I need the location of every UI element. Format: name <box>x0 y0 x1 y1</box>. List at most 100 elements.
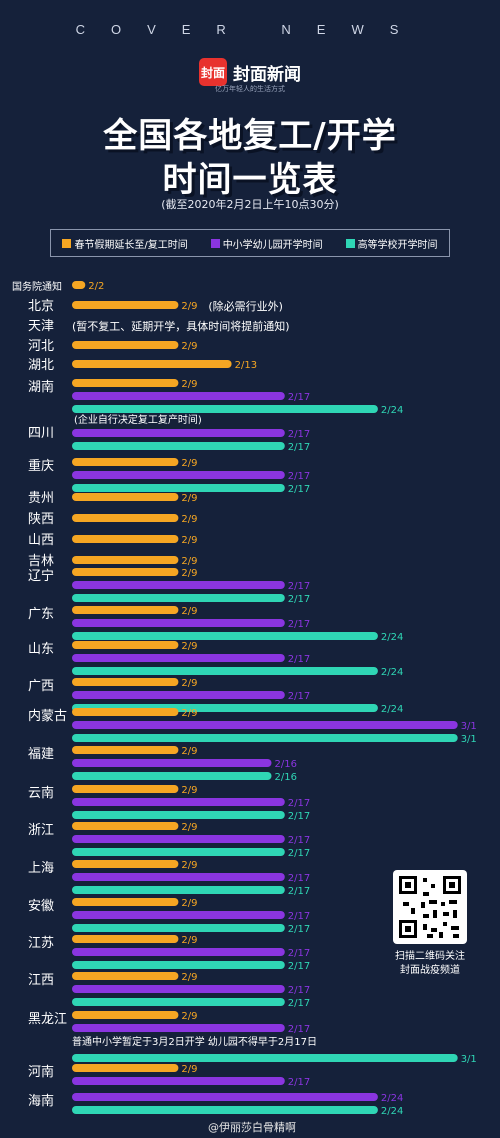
bar-school <box>72 835 285 843</box>
region-label: 广西 <box>28 679 54 694</box>
bar-school-label: 3/1 <box>461 721 477 732</box>
bar-school-label: 2/17 <box>288 873 310 884</box>
bar-college-label: 2/24 <box>381 704 403 715</box>
qr-caption-line2: 封面战疫频道 <box>400 965 460 976</box>
bar-school-label: 2/17 <box>288 835 310 846</box>
bar-school <box>72 619 285 627</box>
logo-mark: 封面 <box>199 58 227 86</box>
bar-college <box>72 811 285 819</box>
bar-school <box>72 691 285 699</box>
bar-college-label: 2/17 <box>288 442 310 453</box>
bar-school-label: 2/17 <box>288 985 310 996</box>
bar-college <box>72 484 285 492</box>
bar-school <box>72 1093 378 1101</box>
region-label: 天津 <box>28 319 54 334</box>
bar-school-label: 2/17 <box>288 911 310 922</box>
legend-swatch-college <box>345 238 355 248</box>
legend-label-school: 中小学幼儿园开学时间 <box>222 239 323 251</box>
qr-caption: 扫描二维码关注 封面战疫频道 <box>380 950 480 978</box>
bar-work <box>72 341 179 349</box>
bar-work <box>72 935 179 943</box>
legend-item-work: 春节假期延长至/复工时间 <box>62 236 188 251</box>
bar-work <box>72 860 179 868</box>
bar-work <box>72 972 179 980</box>
bar-work-label: 2/9 <box>181 822 197 833</box>
bar-work <box>72 746 179 754</box>
bar-work <box>72 379 179 387</box>
legend-label-college: 高等学校开学时间 <box>357 239 438 251</box>
region-label: 广东 <box>28 607 54 622</box>
bar-work <box>72 708 179 716</box>
bar-college-label: 2/24 <box>381 1106 403 1117</box>
region-note: 普通中小学暂定于3月2日开学 幼儿园不得早于2月17日 <box>72 1035 317 1048</box>
bar-work <box>72 822 179 830</box>
bar-school <box>72 798 285 806</box>
bar-work-label: 2/13 <box>235 360 257 371</box>
bar-college-label: 3/1 <box>461 1054 477 1065</box>
bar-work-label: 2/9 <box>181 746 197 757</box>
bar-college <box>72 594 285 602</box>
bar-work-label: 2/9 <box>181 341 197 352</box>
bar-college-label: 3/1 <box>461 734 477 745</box>
bar-school-label: 2/24 <box>381 1093 403 1104</box>
bar-college-label: 2/17 <box>288 924 310 935</box>
legend-swatch-work <box>62 238 72 248</box>
bar-college <box>72 632 378 640</box>
bar-school <box>72 1077 285 1085</box>
bar-school <box>72 429 285 437</box>
chart-legend: 春节假期延长至/复工时间 中小学幼儿园开学时间 高等学校开学时间 <box>50 229 450 257</box>
region-label: 国务院通知 <box>12 280 62 293</box>
region-label: 海南 <box>28 1093 54 1109</box>
bar-work-label: 2/9 <box>181 458 197 469</box>
bar-work-label: 2/9 <box>181 1064 197 1075</box>
qr-caption-line1: 扫描二维码关注 <box>395 951 465 962</box>
bar-work <box>72 898 179 906</box>
region-label: 云南 <box>28 785 54 801</box>
region-label: 辽宁 <box>28 568 54 584</box>
bar-school <box>72 1024 285 1032</box>
watermark: @伊丽莎白骨精啊 <box>208 1121 296 1134</box>
bar-school <box>72 581 285 589</box>
bar-work <box>72 493 179 501</box>
bar-college-label: 2/24 <box>381 667 403 678</box>
region-label: 湖北 <box>28 358 54 373</box>
bar-college-label: 2/17 <box>288 594 310 605</box>
region-label: 贵州 <box>28 491 54 506</box>
bar-school-label: 2/17 <box>288 948 310 959</box>
bar-college-label: 2/24 <box>381 632 403 643</box>
legend-item-school: 中小学幼儿园开学时间 <box>210 236 323 251</box>
region-label: 江苏 <box>28 935 54 951</box>
legend-label-work: 春节假期延长至/复工时间 <box>74 239 188 251</box>
region-label: 湖南 <box>28 379 54 395</box>
bar-work-label: 2/9 <box>181 568 197 579</box>
bar-college-label: 2/17 <box>288 998 310 1009</box>
bar-college-label: 2/17 <box>288 886 310 897</box>
legend-swatch-school <box>210 238 220 248</box>
bar-work-label: 2/9 <box>181 785 197 796</box>
bar-school <box>72 471 285 479</box>
page-title-line1: 全国各地复工/开学 <box>103 116 397 156</box>
bar-work <box>72 301 179 309</box>
bar-work-label: 2/9 <box>181 1011 197 1022</box>
region-label: 山东 <box>28 642 54 657</box>
bar-work-label: 2/9 <box>181 556 197 567</box>
region-label: 重庆 <box>28 458 54 474</box>
region-label: 江西 <box>28 973 54 988</box>
logo: 封面 封面新闻 <box>0 58 500 86</box>
bar-school <box>72 911 285 919</box>
bar-work-label: 2/9 <box>181 935 197 946</box>
bar-work-label: 2/9 <box>181 898 197 909</box>
bar-work-label: 2/9 <box>181 972 197 983</box>
qr-code-pattern <box>399 876 461 938</box>
bar-work-label: 2/2 <box>88 281 104 292</box>
bar-school-label: 2/17 <box>288 654 310 665</box>
bar-college <box>72 442 285 450</box>
bar-college-label: 2/16 <box>275 772 297 783</box>
bar-college <box>72 848 285 856</box>
bar-school-label: 2/17 <box>288 581 310 592</box>
bar-college-label: 2/17 <box>288 961 310 972</box>
bar-college <box>72 1106 378 1114</box>
bar-school-label: 2/17 <box>288 471 310 482</box>
bar-school-label: 2/17 <box>288 691 310 702</box>
